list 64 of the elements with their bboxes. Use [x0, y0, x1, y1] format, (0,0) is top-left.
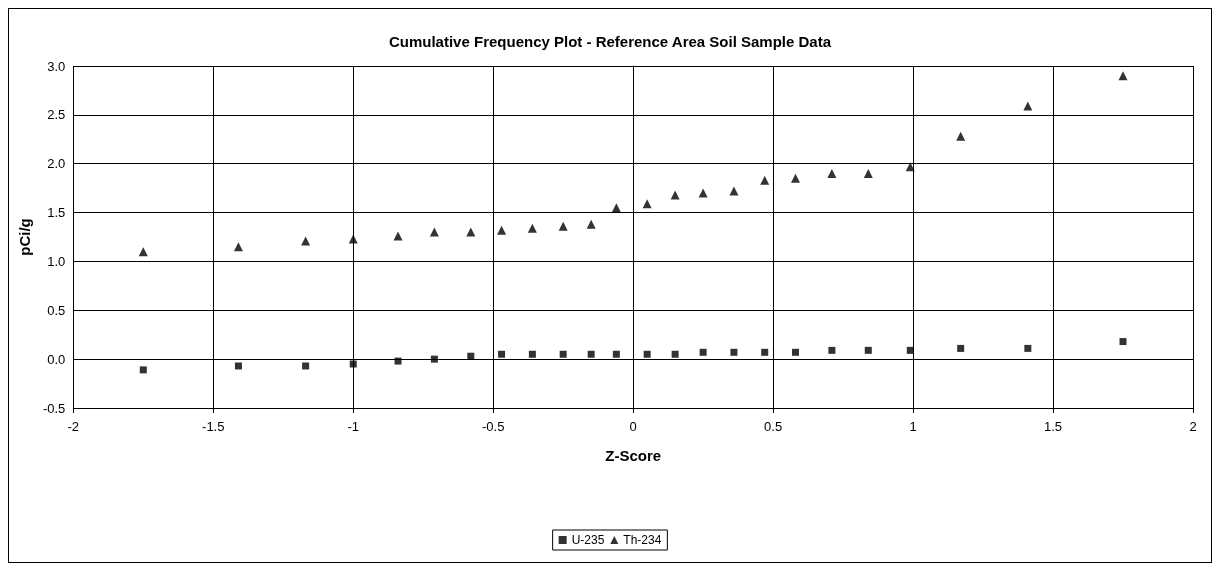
point: [430, 355, 438, 363]
x-tick-label: 0.5: [764, 419, 783, 434]
x-tick-label: 1.5: [1044, 419, 1063, 434]
y-tick-label: 0.0: [47, 351, 66, 367]
point: [730, 348, 738, 356]
legend-label: Th-234: [623, 533, 662, 547]
point: [761, 348, 769, 356]
point: [139, 366, 147, 374]
point: [698, 188, 708, 198]
point: [792, 348, 800, 356]
point: [611, 203, 621, 213]
y-tick-label: 1.0: [47, 253, 66, 269]
y-tick-label: 1.5: [47, 205, 66, 221]
point: [863, 168, 873, 178]
point: [394, 357, 402, 365]
point: [528, 350, 536, 358]
point: [1119, 338, 1127, 346]
point: [729, 186, 739, 196]
point: [643, 350, 651, 358]
point: [864, 346, 872, 354]
point: [828, 346, 836, 354]
x-tick-label: 0: [629, 419, 637, 434]
point: [1024, 344, 1032, 352]
point: [956, 131, 966, 141]
point: [233, 242, 243, 252]
y-tick-label: 0.5: [47, 302, 66, 318]
point: [559, 350, 567, 358]
x-tick-label: -1.5: [202, 419, 225, 434]
point: [302, 362, 310, 370]
point: [671, 350, 679, 358]
x-axis-title: Z-Score: [605, 447, 662, 464]
point: [906, 346, 914, 354]
x-tick-label: 2: [1189, 419, 1197, 434]
point: [791, 173, 801, 183]
point: [467, 352, 475, 360]
point: [586, 219, 596, 229]
point: [349, 360, 357, 368]
point: [587, 350, 595, 358]
x-tick-label: -2: [67, 419, 80, 434]
point: [1118, 71, 1128, 81]
point: [1023, 101, 1033, 111]
x-tick-label: -1: [347, 419, 360, 434]
x-tick-label: 1: [909, 419, 917, 434]
y-tick-label: 2.5: [47, 107, 66, 123]
x-tick-label: -0.5: [481, 419, 505, 434]
y-tick-label: -0.5: [42, 400, 66, 416]
point: [612, 350, 620, 358]
y-tick-label: 3.0: [47, 58, 66, 74]
point: [527, 223, 537, 233]
point: [497, 225, 507, 235]
point: [498, 350, 506, 358]
point: [558, 221, 568, 231]
point: [429, 227, 439, 237]
y-axis-title: pCi/g: [16, 218, 33, 256]
point: [699, 348, 707, 356]
legend-label: U-235: [571, 533, 605, 547]
point: [827, 168, 837, 178]
point: [393, 231, 403, 241]
point: [957, 344, 965, 352]
point: [760, 175, 770, 185]
point: [466, 227, 476, 237]
y-tick-label: 2.0: [47, 156, 66, 172]
point: [234, 362, 242, 370]
chart-title: Cumulative Frequency Plot - Reference Area Soil Sample Data: [388, 33, 832, 50]
